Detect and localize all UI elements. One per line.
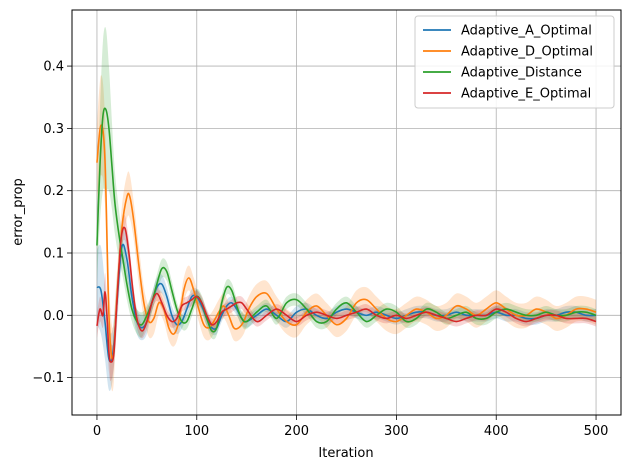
x-axis-label: Iteration [318, 446, 373, 461]
series-line [96, 124, 597, 361]
series-line [96, 226, 597, 363]
confidence-band [96, 214, 597, 381]
legend-box [414, 15, 615, 109]
y-tick-label: 0.2 [43, 184, 64, 199]
legend-label: Adaptive_Distance [461, 66, 582, 81]
axis-ticks: 0 100 200 300 400 500 −0.1 0.0 0.1 0.2 0.3 0.4 [32, 60, 608, 439]
series-lines [96, 107, 597, 363]
y-tick-label: 0.3 [43, 122, 64, 137]
plot-frame [71, 9, 622, 416]
y-tick-label: 0.4 [43, 60, 64, 75]
legend-label: Adaptive_A_Optimal [461, 24, 592, 39]
x-tick-label: 200 [284, 424, 309, 439]
y-tick-label: −0.1 [32, 371, 64, 386]
legend-label: Adaptive_D_Optimal [461, 45, 593, 60]
x-tick-label: 100 [184, 424, 209, 439]
grid [72, 10, 621, 415]
legend-label: Adaptive_E_Optimal [461, 87, 591, 102]
confidence-band [96, 26, 597, 340]
legend: Adaptive_A_Optimal Adaptive_D_Optimal Adap… [414, 15, 615, 109]
y-tick-label: 0.0 [43, 309, 64, 324]
x-tick-label: 500 [584, 424, 609, 439]
y-axis-label: error_prop [11, 178, 26, 246]
x-tick-label: 0 [93, 424, 101, 439]
x-tick-label: 400 [484, 424, 509, 439]
x-tick-label: 300 [384, 424, 409, 439]
y-tick-label: 0.1 [43, 247, 64, 262]
